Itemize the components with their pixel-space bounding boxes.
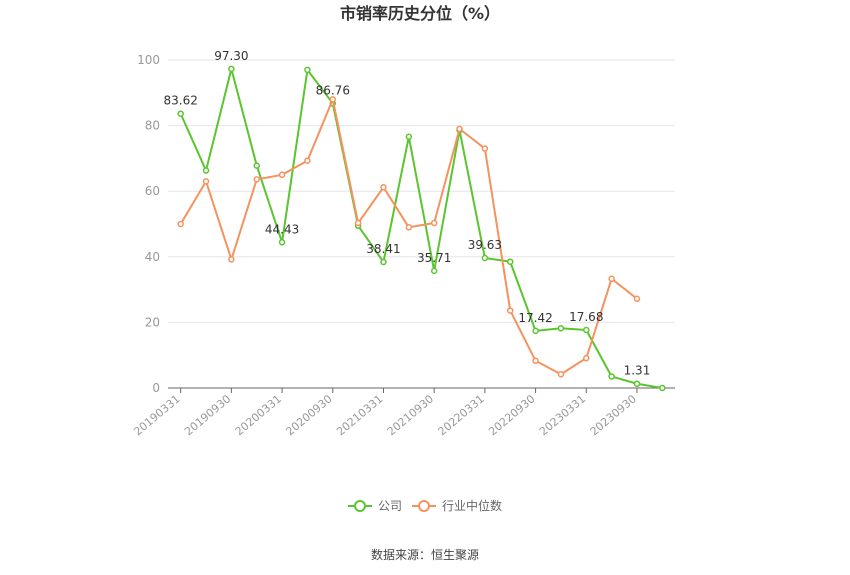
data-point[interactable] xyxy=(481,254,489,262)
legend-item-company[interactable]: 公司 xyxy=(348,499,402,513)
legend-item-industry[interactable]: 行业中位数 xyxy=(412,498,502,513)
data-point[interactable] xyxy=(557,370,565,378)
data-label: 1.31 xyxy=(624,364,651,378)
data-point[interactable] xyxy=(532,357,539,365)
legend-marker-company xyxy=(354,500,366,512)
data-point[interactable] xyxy=(506,307,514,314)
series-line-0 xyxy=(179,67,663,389)
data-label: 86.76 xyxy=(316,83,350,97)
data-point[interactable] xyxy=(608,275,615,283)
data-point[interactable] xyxy=(380,184,387,191)
legend-label-company: 公司 xyxy=(378,499,402,513)
y-tick-label: 80 xyxy=(145,119,160,133)
data-label: 17.68 xyxy=(569,310,603,324)
data-point[interactable] xyxy=(177,110,184,117)
data-point[interactable] xyxy=(583,354,590,362)
data-point[interactable] xyxy=(506,258,514,265)
data-point[interactable] xyxy=(430,267,438,275)
y-tick-label: 0 xyxy=(152,381,160,395)
data-point[interactable] xyxy=(583,326,590,334)
data-point[interactable] xyxy=(354,219,362,227)
x-tick-label: 20200331 xyxy=(233,392,284,438)
data-label: 83.62 xyxy=(163,94,197,108)
data-point[interactable] xyxy=(202,167,210,174)
x-tick-label: 20190930 xyxy=(182,392,233,438)
data-point[interactable] xyxy=(633,295,641,303)
data-point[interactable] xyxy=(405,133,413,141)
data-point[interactable] xyxy=(278,171,286,179)
grid-lines xyxy=(168,59,675,323)
x-tick-label: 20220930 xyxy=(486,392,537,438)
data-point[interactable] xyxy=(608,373,615,380)
x-tick-label: 20210331 xyxy=(334,392,385,438)
legend-label-industry: 行业中位数 xyxy=(442,498,502,513)
data-point[interactable] xyxy=(253,162,260,169)
data-point[interactable] xyxy=(329,96,337,103)
data-point[interactable] xyxy=(380,258,387,266)
data-point[interactable] xyxy=(456,125,463,133)
data-point[interactable] xyxy=(304,66,311,74)
y-tick-label: 20 xyxy=(145,315,160,329)
series-layer xyxy=(177,65,666,392)
x-tick-label: 20220331 xyxy=(436,392,487,438)
data-point[interactable] xyxy=(633,380,641,387)
x-tick-label: 20210930 xyxy=(385,392,436,438)
y-tick-label: 100 xyxy=(137,53,160,67)
data-point[interactable] xyxy=(532,327,539,335)
data-point[interactable] xyxy=(481,145,489,152)
data-label: 38.41 xyxy=(366,242,400,256)
y-tick-label: 40 xyxy=(145,250,160,264)
data-point[interactable] xyxy=(177,220,184,228)
data-label: 44.43 xyxy=(265,222,299,236)
legend[interactable]: 公司 行业中位数 xyxy=(348,498,502,513)
legend-marker-industry xyxy=(418,500,430,512)
data-labels: 83.62 97.30 44.43 86.76 38.41 35.71 39.63 17.42… xyxy=(163,49,650,378)
data-point[interactable] xyxy=(557,325,565,332)
x-tick-label: 20230331 xyxy=(537,392,588,438)
data-point[interactable] xyxy=(253,176,260,183)
data-point[interactable] xyxy=(278,239,286,246)
x-tick-label: 20200930 xyxy=(283,392,334,438)
data-point[interactable] xyxy=(405,224,413,231)
data-point[interactable] xyxy=(228,256,235,263)
x-tick-label: 20190331 xyxy=(131,392,182,438)
data-label: 35.71 xyxy=(417,251,451,265)
data-point[interactable] xyxy=(202,178,210,185)
data-point[interactable] xyxy=(659,384,666,392)
data-label: 17.42 xyxy=(518,311,552,325)
chart-title: 市销率历史分位（%） xyxy=(340,4,500,23)
axes: 0 20 40 60 80 100 20190331 20190930 20200331 2020… xyxy=(131,53,675,438)
data-point[interactable] xyxy=(304,157,311,164)
data-label: 39.63 xyxy=(468,238,502,252)
data-point[interactable] xyxy=(228,65,235,73)
source-text: 数据来源：恒生聚源 xyxy=(371,547,479,562)
data-point[interactable] xyxy=(430,219,438,227)
data-label: 97.30 xyxy=(214,49,248,63)
y-tick-label: 60 xyxy=(145,184,160,198)
x-tick-label: 20230930 xyxy=(588,392,639,438)
